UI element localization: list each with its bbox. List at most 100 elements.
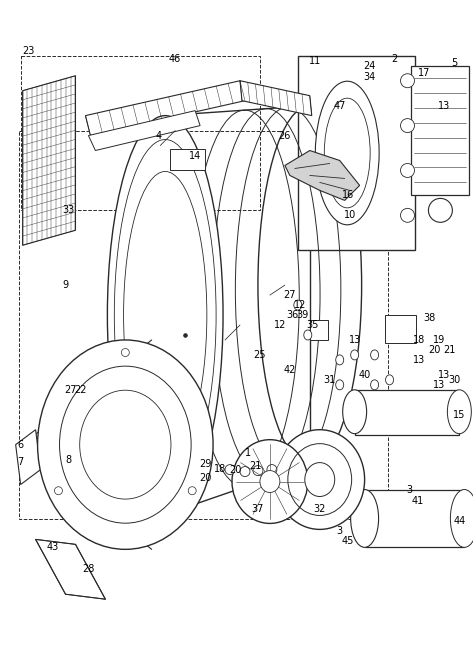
Text: 20: 20 — [199, 473, 211, 483]
Text: 29: 29 — [199, 458, 211, 469]
Ellipse shape — [315, 81, 379, 225]
Text: 13: 13 — [433, 380, 446, 390]
Ellipse shape — [351, 350, 359, 360]
Ellipse shape — [428, 198, 452, 222]
Bar — [411, 66, 469, 196]
Text: 42: 42 — [283, 365, 296, 375]
Ellipse shape — [305, 462, 335, 496]
Text: 12: 12 — [273, 320, 286, 330]
Ellipse shape — [253, 466, 263, 475]
Ellipse shape — [225, 464, 235, 475]
Text: 21: 21 — [443, 345, 456, 355]
Text: 36: 36 — [287, 310, 299, 320]
Ellipse shape — [275, 430, 365, 529]
Text: 32: 32 — [314, 504, 326, 515]
Ellipse shape — [401, 74, 414, 88]
Polygon shape — [36, 540, 105, 599]
Text: 12: 12 — [293, 300, 306, 310]
Text: 31: 31 — [324, 375, 336, 385]
Ellipse shape — [447, 390, 471, 434]
Text: 6: 6 — [18, 439, 24, 450]
Text: 9: 9 — [63, 280, 69, 290]
Text: 30: 30 — [448, 375, 460, 385]
Text: 2: 2 — [392, 54, 398, 64]
Ellipse shape — [240, 466, 250, 477]
Ellipse shape — [371, 380, 379, 390]
Polygon shape — [285, 150, 360, 200]
Text: 10: 10 — [344, 211, 356, 220]
Text: 15: 15 — [453, 410, 465, 420]
Bar — [18, 131, 388, 519]
Ellipse shape — [55, 487, 63, 494]
Text: 18: 18 — [214, 464, 226, 473]
Text: 20: 20 — [428, 345, 441, 355]
Text: 27: 27 — [283, 290, 296, 300]
Text: 43: 43 — [46, 542, 59, 553]
Text: 45: 45 — [341, 536, 354, 546]
Text: 33: 33 — [63, 205, 74, 215]
Text: 13: 13 — [413, 355, 426, 365]
Text: 26: 26 — [279, 131, 291, 141]
Text: 5: 5 — [451, 58, 457, 68]
Text: 37: 37 — [252, 504, 264, 515]
Ellipse shape — [188, 487, 196, 494]
Text: 41: 41 — [411, 496, 424, 506]
Polygon shape — [89, 111, 200, 150]
Ellipse shape — [294, 300, 302, 310]
Ellipse shape — [371, 350, 379, 360]
Text: 13: 13 — [438, 370, 450, 380]
Ellipse shape — [232, 439, 308, 523]
Text: 28: 28 — [82, 564, 95, 574]
Ellipse shape — [108, 116, 223, 515]
Text: 23: 23 — [22, 46, 35, 56]
Ellipse shape — [401, 209, 414, 222]
Text: 20: 20 — [229, 464, 241, 475]
Ellipse shape — [37, 340, 213, 549]
Ellipse shape — [336, 380, 344, 390]
Ellipse shape — [450, 490, 474, 547]
Polygon shape — [23, 76, 75, 245]
Text: 17: 17 — [418, 68, 431, 78]
Bar — [384, 315, 417, 343]
Text: 21: 21 — [249, 460, 261, 471]
Ellipse shape — [267, 464, 277, 475]
Text: 22: 22 — [74, 385, 87, 395]
Ellipse shape — [343, 390, 366, 434]
Text: 16: 16 — [342, 190, 354, 200]
Text: 8: 8 — [65, 455, 72, 464]
Text: 47: 47 — [334, 101, 346, 111]
Bar — [310, 320, 328, 340]
Polygon shape — [16, 430, 41, 485]
Ellipse shape — [401, 118, 414, 133]
Text: 44: 44 — [453, 517, 465, 526]
Text: 40: 40 — [358, 370, 371, 380]
Text: 19: 19 — [433, 335, 446, 345]
Ellipse shape — [351, 490, 379, 547]
Bar — [298, 56, 416, 250]
Ellipse shape — [260, 471, 280, 492]
Ellipse shape — [401, 164, 414, 177]
Ellipse shape — [258, 106, 362, 464]
Text: 24: 24 — [364, 61, 376, 71]
Text: 7: 7 — [18, 456, 24, 466]
Bar — [170, 148, 205, 171]
Text: 13: 13 — [348, 335, 361, 345]
Text: 3: 3 — [406, 485, 412, 494]
Text: 35: 35 — [307, 320, 319, 330]
Text: 11: 11 — [309, 56, 321, 66]
Bar — [365, 490, 465, 547]
Text: 3: 3 — [337, 526, 343, 536]
Text: 38: 38 — [423, 313, 436, 323]
Text: 27: 27 — [64, 385, 77, 395]
Text: 25: 25 — [254, 350, 266, 360]
Text: 34: 34 — [364, 72, 376, 82]
Text: 46: 46 — [169, 54, 182, 64]
Text: 18: 18 — [413, 335, 426, 345]
Ellipse shape — [121, 349, 129, 356]
Text: 39: 39 — [297, 310, 309, 320]
Polygon shape — [240, 80, 312, 116]
Text: 1: 1 — [245, 447, 251, 458]
Polygon shape — [85, 80, 245, 135]
Bar — [355, 390, 459, 435]
Text: 13: 13 — [438, 101, 450, 111]
